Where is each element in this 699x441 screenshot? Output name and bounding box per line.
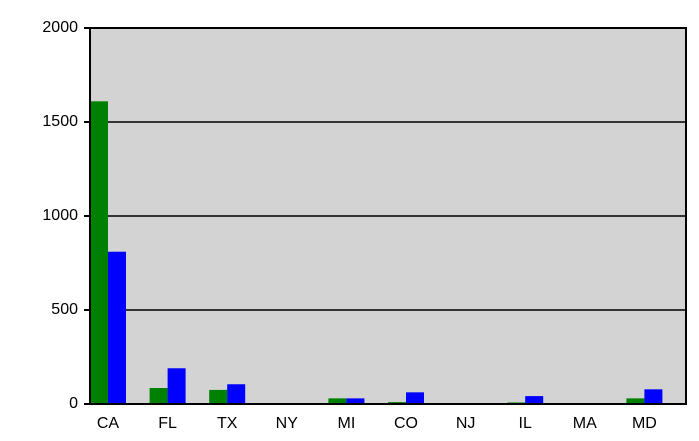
x-tick-label: TX: [217, 415, 238, 432]
bar: [149, 388, 168, 404]
bar: [328, 398, 347, 404]
bar: [90, 101, 108, 404]
x-tick-label: NY: [276, 415, 299, 432]
x-tick-label: MD: [632, 415, 657, 432]
bar: [167, 368, 186, 404]
plot-frame: [89, 27, 687, 405]
bar: [108, 251, 126, 404]
x-tick-label: NJ: [456, 415, 476, 432]
y-tick-label: 500: [51, 301, 78, 318]
bar: [626, 398, 645, 404]
y-tick-label: 0: [69, 395, 78, 412]
bar: [346, 398, 365, 404]
x-tick-label: MI: [338, 415, 356, 432]
x-tick-label: FL: [158, 415, 177, 432]
x-tick-label: CO: [394, 415, 418, 432]
x-tick-label: MA: [573, 415, 597, 432]
y-tick-label: 1000: [42, 207, 78, 224]
bar: [644, 389, 663, 404]
bar: [209, 389, 228, 404]
bar: [406, 392, 424, 404]
bar: [227, 384, 246, 404]
bar: [525, 396, 544, 404]
y-tick-label: 2000: [42, 19, 78, 36]
x-tick-label: CA: [97, 415, 120, 432]
x-tick-label: IL: [519, 415, 532, 432]
y-tick-label: 1500: [42, 113, 78, 130]
